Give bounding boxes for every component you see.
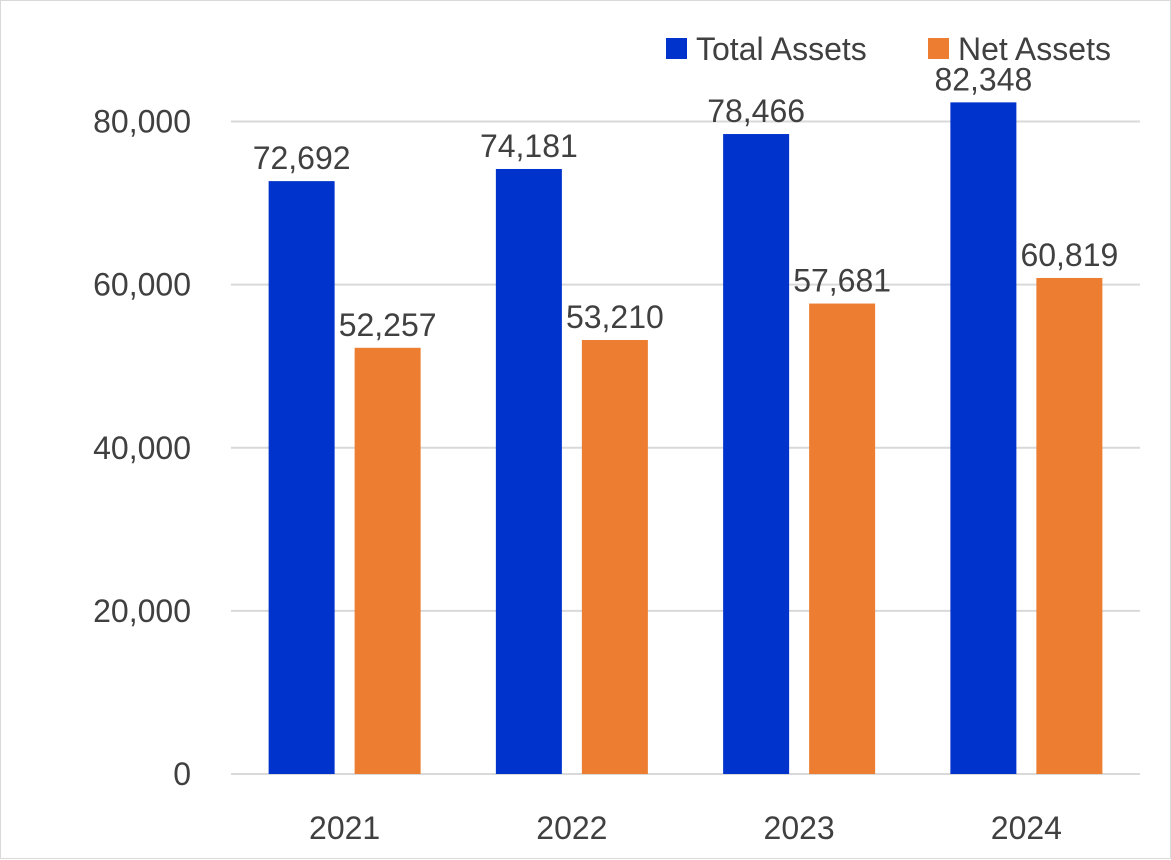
y-tick-label: 0 [173,756,191,792]
x-tick-label: 2022 [536,810,607,846]
bar-total-assets-2021 [268,181,335,775]
data-label: 74,181 [480,128,578,164]
legend-label: Net Assets [958,31,1111,67]
y-axis-ticks: 0 20,000 40,000 60,000 80,000 [93,104,191,792]
x-tick-label: 2024 [991,810,1062,846]
legend-label: Total Assets [696,31,867,67]
bar-net-assets-2023 [809,303,876,774]
legend-swatch [928,38,949,59]
bar-net-assets-2021 [354,347,421,774]
y-tick-label: 40,000 [93,430,191,466]
x-axis-ticks: 2021 2022 2023 2024 [309,810,1062,846]
legend: Total Assets Net Assets [666,31,1111,67]
bar-net-assets-2024 [1036,277,1103,774]
bar-net-assets-2022 [581,340,648,774]
data-labels: 72,692 52,257 74,181 53,210 78,466 57,681 82,3… [253,61,1119,342]
bars [268,102,1103,775]
data-label: 82,348 [934,61,1032,97]
data-label: 52,257 [339,307,437,343]
y-tick-label: 80,000 [93,104,191,140]
x-tick-label: 2021 [309,810,380,846]
x-tick-label: 2023 [764,810,835,846]
y-tick-label: 60,000 [93,267,191,303]
bar-total-assets-2023 [723,134,790,774]
data-label: 57,681 [793,263,891,299]
bar-total-assets-2024 [950,102,1017,775]
data-label: 53,210 [566,299,664,335]
legend-swatch [666,38,687,59]
data-label: 72,692 [253,140,351,176]
data-label: 78,466 [707,93,805,129]
bar-total-assets-2022 [495,168,562,775]
y-tick-label: 20,000 [93,593,191,629]
data-label: 60,819 [1020,237,1118,273]
